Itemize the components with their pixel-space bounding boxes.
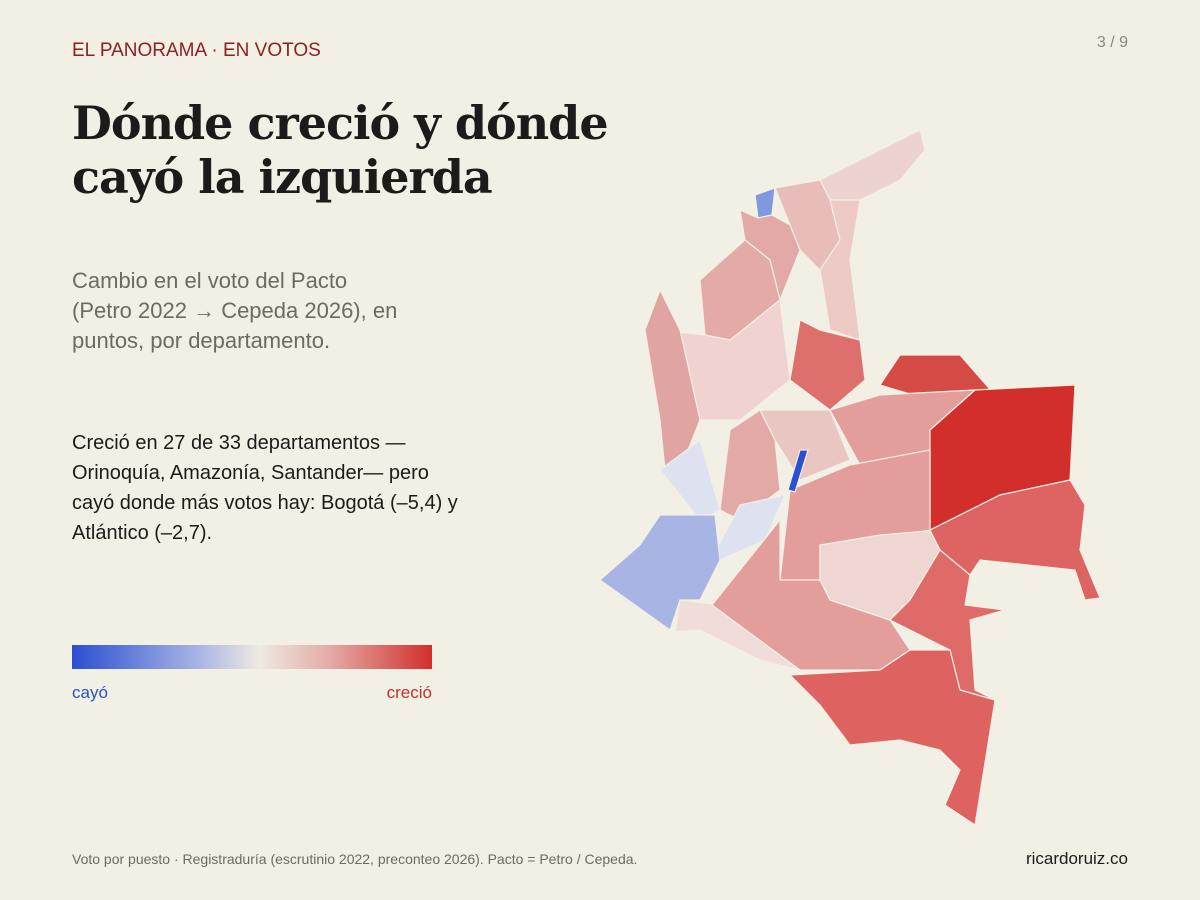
region [719, 409, 781, 521]
source: Voto por puesto · Registraduría (escruti… [72, 851, 638, 867]
region [711, 518, 911, 671]
region [774, 179, 841, 271]
region [829, 389, 977, 466]
region [644, 288, 701, 471]
region [674, 599, 802, 672]
region [659, 298, 791, 421]
region [819, 199, 861, 341]
body-text: Creció en 27 de 33 departamentos —Orinoq… [72, 432, 458, 544]
region [819, 129, 926, 201]
region [699, 494, 787, 581]
region [754, 187, 776, 219]
region [788, 649, 996, 827]
legend-low: cayó [72, 683, 108, 702]
kicker: EL PANORAMA · EN VOTOS [72, 40, 321, 61]
departments [599, 129, 1101, 827]
credit: ricardoruiz.co [1025, 849, 1128, 868]
region [739, 208, 801, 302]
region [779, 449, 931, 581]
region [819, 529, 941, 621]
region [759, 409, 851, 481]
region [929, 479, 1101, 601]
region [699, 239, 781, 341]
title: Dónde creció y dónde cayó la izquierda [72, 96, 609, 204]
region [659, 438, 721, 521]
subtitle: Cambio en el voto del Pacto (Petro 2022 … [72, 268, 398, 353]
legend-high: creció [386, 683, 432, 702]
region [599, 514, 721, 631]
legend-gradient [72, 645, 432, 669]
region [787, 449, 809, 493]
region [929, 384, 1076, 531]
region [888, 549, 1006, 701]
region [879, 354, 997, 401]
region [789, 319, 866, 411]
page-counter: 3 / 9 [1096, 34, 1128, 51]
